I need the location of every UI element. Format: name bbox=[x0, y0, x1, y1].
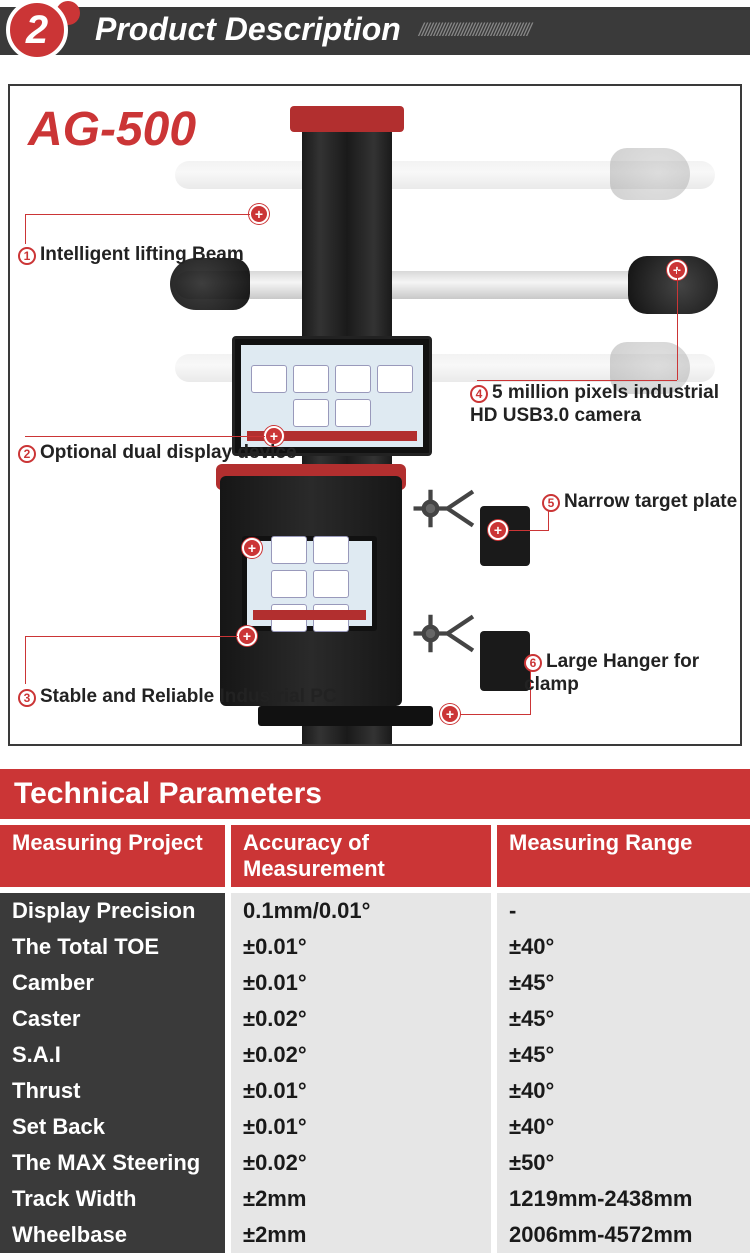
table-row: The Total TOE±0.01°±40° bbox=[0, 929, 750, 965]
row-value: 1219mm-2438mm bbox=[497, 1181, 750, 1217]
row-value: ±45° bbox=[497, 1001, 750, 1037]
row-value: ±0.01° bbox=[231, 929, 491, 965]
callout-4: 45 million pixels industrial HD USB3.0 c… bbox=[470, 382, 719, 428]
callout-6: 6Large Hanger for clamp bbox=[524, 651, 740, 697]
table-row: Thrust±0.01°±40° bbox=[0, 1073, 750, 1109]
row-label: The MAX Steering bbox=[0, 1145, 225, 1181]
row-value: ±0.01° bbox=[231, 965, 491, 1001]
tower-cap bbox=[290, 106, 404, 132]
callout-dot: + bbox=[242, 538, 262, 558]
table-row: S.A.I±0.02°±45° bbox=[0, 1037, 750, 1073]
table-row: The MAX Steering±0.02°±50° bbox=[0, 1145, 750, 1181]
table-row: Wheelbase±2mm2006mm-4572mm bbox=[0, 1217, 750, 1253]
section-header: 2 Product Description //////////////////… bbox=[0, 0, 750, 62]
clamp-lower bbox=[405, 606, 490, 661]
row-value: ±45° bbox=[497, 965, 750, 1001]
table-row: Camber±0.01°±45° bbox=[0, 965, 750, 1001]
product-figure: AG-500 + 1Intelligent lifting Beam + 2Op… bbox=[8, 84, 742, 746]
leader-line bbox=[25, 636, 238, 637]
table-row: Display Precision0.1mm/0.01°- bbox=[0, 893, 750, 929]
row-label: The Total TOE bbox=[0, 929, 225, 965]
row-label: Track Width bbox=[0, 1181, 225, 1217]
row-value: - bbox=[497, 893, 750, 929]
row-value: ±0.01° bbox=[231, 1109, 491, 1145]
clamp-upper bbox=[405, 481, 490, 536]
leader-line bbox=[25, 214, 26, 244]
col-header: Measuring Project bbox=[0, 825, 225, 887]
model-name: AG-500 bbox=[28, 102, 196, 157]
row-value: ±40° bbox=[497, 929, 750, 965]
col-header: Measuring Range bbox=[497, 825, 750, 887]
leader-line bbox=[508, 530, 548, 531]
callout-1: 1Intelligent lifting Beam bbox=[18, 244, 244, 267]
col-header: Accuracy of Measurement bbox=[231, 825, 491, 887]
leader-line bbox=[25, 636, 26, 684]
callout-3: 3Stable and Reliable Industrial PC bbox=[18, 686, 337, 709]
row-value: ±50° bbox=[497, 1145, 750, 1181]
table-row: Set Back±0.01°±40° bbox=[0, 1109, 750, 1145]
table-row: Track Width±2mm1219mm-2438mm bbox=[0, 1181, 750, 1217]
row-label: Wheelbase bbox=[0, 1217, 225, 1253]
target-plate-lower bbox=[480, 631, 530, 691]
row-label: Set Back bbox=[0, 1109, 225, 1145]
row-label: Camber bbox=[0, 965, 225, 1001]
row-value: ±40° bbox=[497, 1109, 750, 1145]
row-label: S.A.I bbox=[0, 1037, 225, 1073]
decorative-slashes: ///////////////////////////////////// bbox=[419, 20, 530, 41]
params-title: Technical Parameters bbox=[0, 764, 750, 819]
table-header-row: Measuring Project Accuracy of Measuremen… bbox=[0, 825, 750, 887]
row-label: Thrust bbox=[0, 1073, 225, 1109]
callout-dot: + bbox=[440, 704, 460, 724]
lower-monitor bbox=[242, 536, 377, 631]
row-value: ±2mm bbox=[231, 1217, 491, 1253]
row-value: ±0.01° bbox=[231, 1073, 491, 1109]
row-value: ±0.02° bbox=[231, 1001, 491, 1037]
callout-dot: + bbox=[237, 626, 257, 646]
row-label: Caster bbox=[0, 1001, 225, 1037]
params-table: Measuring Project Accuracy of Measuremen… bbox=[0, 825, 750, 1253]
row-value: 0.1mm/0.01° bbox=[231, 893, 491, 929]
row-value: ±0.02° bbox=[231, 1037, 491, 1073]
row-value: ±40° bbox=[497, 1073, 750, 1109]
row-value: 2006mm-4572mm bbox=[497, 1217, 750, 1253]
section-title: Product Description bbox=[95, 11, 401, 48]
callout-dot: + bbox=[249, 204, 269, 224]
table-row: Caster±0.02°±45° bbox=[0, 1001, 750, 1037]
row-label: Display Precision bbox=[0, 893, 225, 929]
camera-ghost bbox=[610, 148, 690, 200]
leader-line bbox=[460, 714, 530, 715]
row-value: ±2mm bbox=[231, 1181, 491, 1217]
callout-dot: + bbox=[488, 520, 508, 540]
leader-line bbox=[25, 214, 250, 215]
leader-line bbox=[477, 380, 677, 381]
callout-5: 5Narrow target plate bbox=[542, 491, 737, 514]
section-number: 2 bbox=[6, 0, 68, 61]
base-plate bbox=[258, 706, 433, 726]
upper-monitor bbox=[232, 336, 432, 456]
section-number-badge: 2 bbox=[0, 0, 85, 65]
row-value: ±45° bbox=[497, 1037, 750, 1073]
callout-2: 2Optional dual display device bbox=[18, 442, 297, 465]
leader-line bbox=[25, 436, 265, 437]
leader-line bbox=[677, 270, 678, 380]
row-value: ±0.02° bbox=[231, 1145, 491, 1181]
technical-parameters: Technical Parameters Measuring Project A… bbox=[0, 764, 750, 1253]
